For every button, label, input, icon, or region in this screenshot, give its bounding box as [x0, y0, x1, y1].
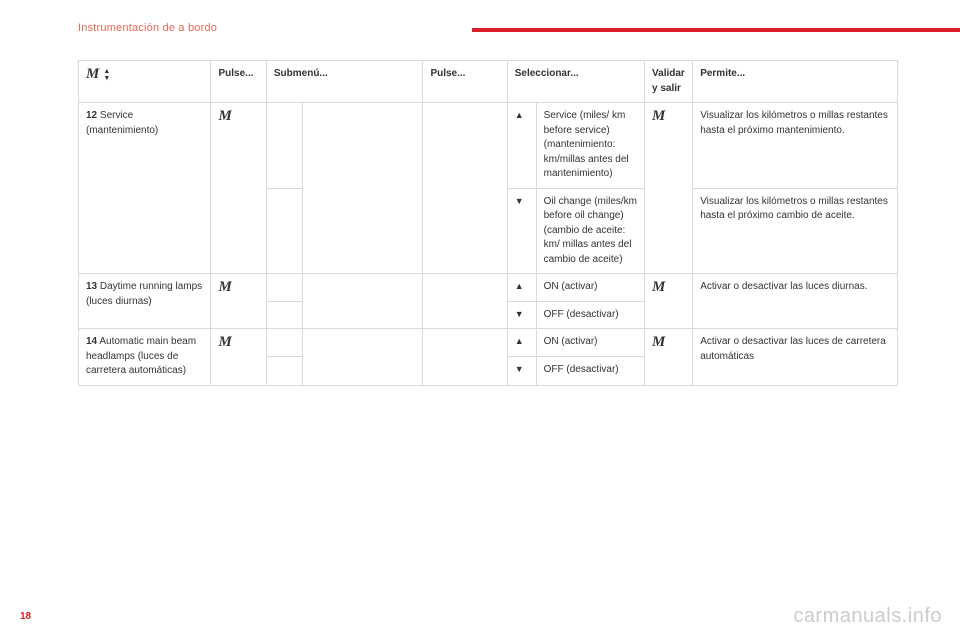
- head-submenu: Submenú...: [266, 61, 423, 103]
- select-text: Service (miles/ km before service) (mant…: [536, 103, 644, 189]
- permit-text: Visualizar los kilómetros o millas resta…: [693, 103, 898, 189]
- submenu-a: [266, 329, 302, 357]
- submenu-a: [266, 274, 302, 302]
- pulse-blank: [423, 274, 507, 329]
- watermark: carmanuals.info: [793, 605, 942, 628]
- down-arrow-icon: ▼: [507, 357, 536, 385]
- permit-text: Activar o desactivar las luces de carret…: [693, 329, 898, 386]
- m-icon: M: [86, 67, 99, 82]
- section-title: Instrumentación de a bordo: [78, 22, 217, 34]
- up-arrow-icon: ▲: [507, 103, 536, 189]
- down-arrow-icon: ▼: [507, 188, 536, 274]
- submenu-a: [266, 301, 302, 329]
- submenu-b: [303, 103, 423, 274]
- table-head-row: M ▲▼ Pulse... Submenú... Pulse... Selecc…: [79, 61, 898, 103]
- row-label: 13 Daytime running lamps (luces diurnas): [79, 274, 211, 329]
- row-label: 12 Service (mantenimiento): [79, 103, 211, 274]
- table: M ▲▼ Pulse... Submenú... Pulse... Selecc…: [78, 60, 898, 386]
- select-text: Oil change (miles/km before oil change) …: [536, 188, 644, 274]
- page: Instrumentación de a bordo 18 carmanuals…: [0, 0, 960, 640]
- up-arrow-icon: ▲: [507, 329, 536, 357]
- head-pulse-2: Pulse...: [423, 61, 507, 103]
- permit-text: Activar o desactivar las luces diurnas.: [693, 274, 898, 329]
- menu-table: M ▲▼ Pulse... Submenú... Pulse... Selecc…: [78, 60, 898, 386]
- table-row: 12 Service (mantenimiento) M ▲ Service (…: [79, 103, 898, 189]
- select-text: ON (activar): [536, 329, 644, 357]
- validate-m: M: [645, 103, 693, 274]
- page-number: 18: [20, 611, 31, 622]
- submenu-a: [266, 357, 302, 385]
- table-row: 14 Automatic main beam headlamps (luces …: [79, 329, 898, 357]
- table-row: 13 Daytime running lamps (luces diurnas)…: [79, 274, 898, 302]
- pulse-blank: [423, 329, 507, 386]
- submenu-a: [266, 103, 302, 189]
- arrows-icon: ▲▼: [103, 68, 110, 82]
- head-m-icon: M ▲▼: [79, 61, 211, 103]
- submenu-a: [266, 188, 302, 274]
- pulse-m: M: [211, 103, 266, 274]
- up-arrow-icon: ▲: [507, 274, 536, 302]
- submenu-b: [303, 274, 423, 329]
- pulse-blank: [423, 103, 507, 274]
- select-text: OFF (desactivar): [536, 301, 644, 329]
- select-text: ON (activar): [536, 274, 644, 302]
- pulse-m: M: [211, 274, 266, 329]
- accent-bar: [472, 28, 960, 32]
- permit-text: Visualizar los kilómetros o millas resta…: [693, 188, 898, 274]
- select-text: OFF (desactivar): [536, 357, 644, 385]
- head-select: Seleccionar...: [507, 61, 644, 103]
- head-permit: Permite...: [693, 61, 898, 103]
- head-validate: Validar y salir: [645, 61, 693, 103]
- head-pulse-1: Pulse...: [211, 61, 266, 103]
- validate-m: M: [645, 329, 693, 386]
- down-arrow-icon: ▼: [507, 301, 536, 329]
- row-label: 14 Automatic main beam headlamps (luces …: [79, 329, 211, 386]
- pulse-m: M: [211, 329, 266, 386]
- validate-m: M: [645, 274, 693, 329]
- submenu-b: [303, 329, 423, 386]
